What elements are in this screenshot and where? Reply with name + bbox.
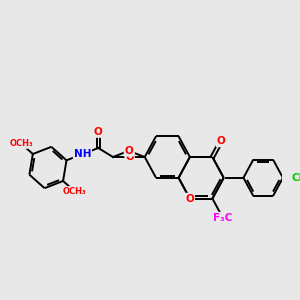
Text: O: O: [94, 127, 103, 137]
Text: Cl: Cl: [291, 173, 300, 183]
Text: O: O: [125, 152, 134, 162]
Text: OCH₃: OCH₃: [63, 187, 86, 196]
Text: O: O: [185, 194, 194, 204]
Text: O: O: [124, 146, 133, 156]
Text: NH: NH: [74, 149, 91, 159]
Text: OCH₃: OCH₃: [10, 139, 33, 148]
Text: F₃C: F₃C: [213, 213, 233, 223]
Text: O: O: [217, 136, 225, 146]
